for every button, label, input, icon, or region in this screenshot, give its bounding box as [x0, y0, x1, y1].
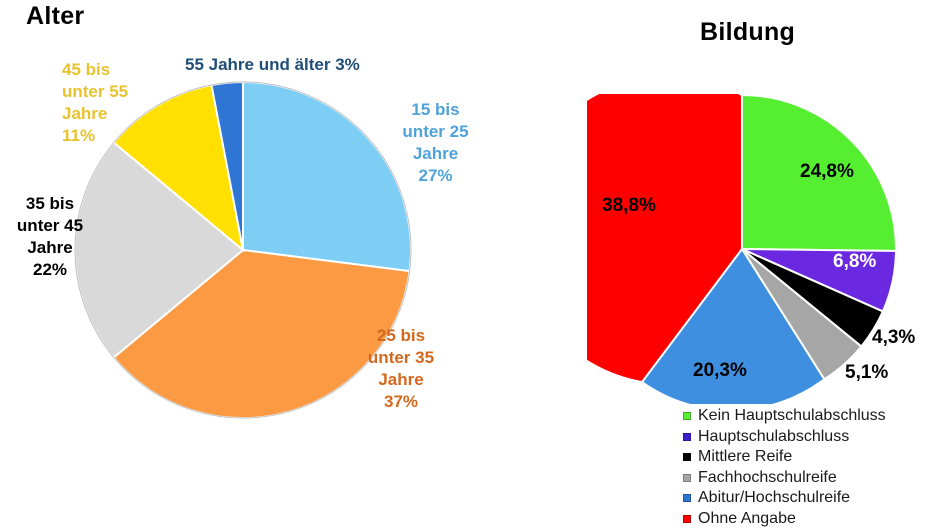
legend-item-label: Kein Hauptschulabschluss: [698, 407, 886, 425]
bildung-label-abitur-hochschulreife: 20,3%: [693, 360, 747, 382]
legend-item-label: Mittlere Reife: [698, 448, 792, 466]
alter-label-55-plus: 55 Jahre und älter 3%: [185, 54, 360, 76]
legend-item[interactable]: Fachhochschulreife: [683, 468, 886, 489]
legend-item[interactable]: Hauptschulabschluss: [683, 427, 886, 448]
bildung-pie-svg: [587, 94, 897, 404]
legend-item[interactable]: Mittlere Reife: [683, 447, 886, 468]
legend-swatch-icon: [683, 515, 691, 523]
bildung-pie-chart: [587, 94, 897, 404]
bildung-label-ohne-angabe: 38,8%: [602, 195, 656, 217]
alter-chart-title: Alter: [26, 2, 84, 31]
legend-item[interactable]: Ohne Angabe: [683, 509, 886, 529]
bildung-legend: Kein Hauptschulabschluss Hauptschulabschl…: [683, 406, 886, 529]
bildung-label-hauptschulabschluss: 6,8%: [833, 251, 876, 273]
bildung-label-mittlere-reife: 4,3%: [872, 327, 915, 349]
legend-swatch-icon: [683, 494, 691, 502]
legend-item[interactable]: Kein Hauptschulabschluss: [683, 406, 886, 427]
legend-item-label: Fachhochschulreife: [698, 469, 837, 487]
bildung-label-kein-hauptschulabschluss: 24,8%: [800, 161, 854, 183]
bildung-label-fachhochschulreife: 5,1%: [845, 362, 888, 384]
legend-swatch-icon: [683, 474, 691, 482]
legend-swatch-icon: [683, 412, 691, 420]
legend-swatch-icon: [683, 453, 691, 461]
legend-item-label: Ohne Angabe: [698, 510, 796, 528]
legend-item[interactable]: Abitur/Hochschulreife: [683, 488, 886, 509]
legend-swatch-icon: [683, 433, 691, 441]
legend-item-label: Hauptschulabschluss: [698, 428, 849, 446]
legend-item-label: Abitur/Hochschulreife: [698, 489, 850, 507]
bildung-chart-title: Bildung: [700, 18, 795, 47]
